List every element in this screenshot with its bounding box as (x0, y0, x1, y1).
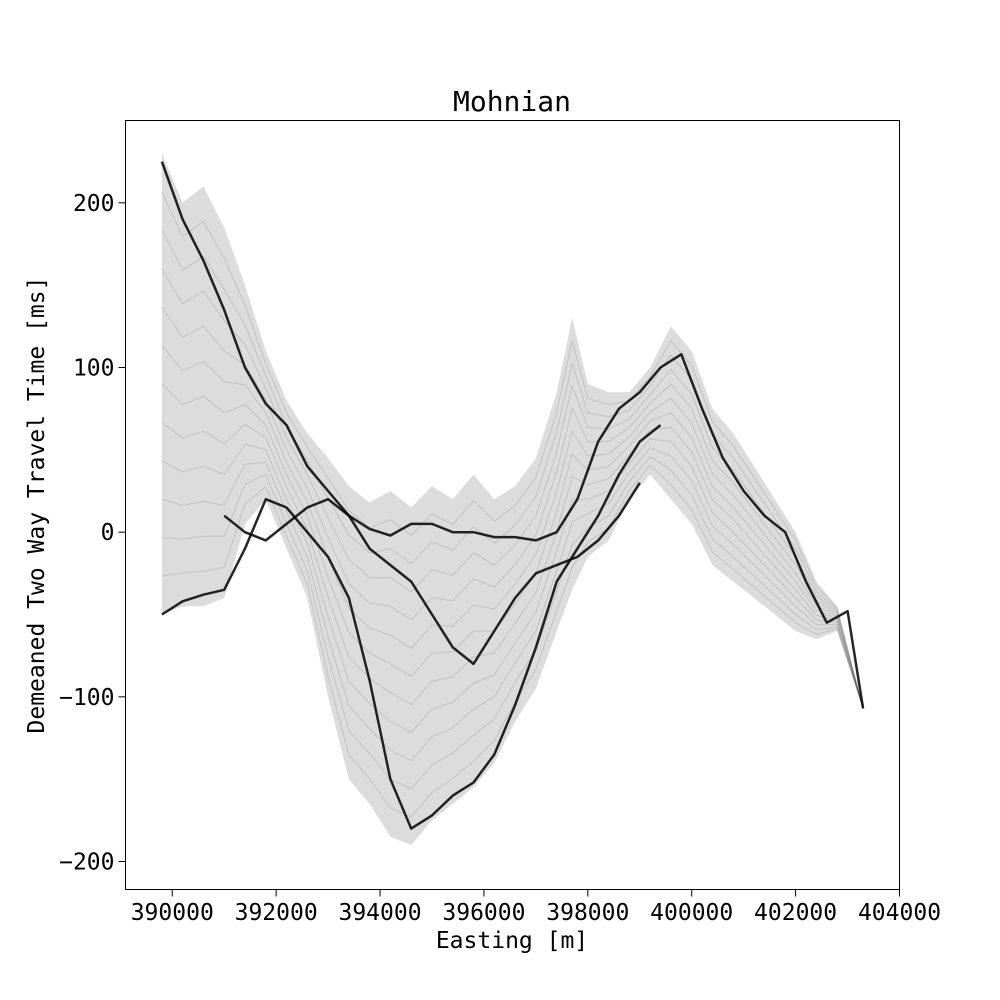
y-axis: 200 100 0 −100 −200 (59, 191, 126, 876)
x-tick-label: 400000 (650, 900, 733, 926)
y-tick-label: 200 (73, 191, 115, 217)
faint-trace (161, 268, 864, 709)
y-tick-label: −100 (59, 685, 114, 711)
x-axis: 390000 392000 394000 396000 398000 400000 4020… (131, 889, 941, 926)
y-tick-label: 0 (101, 520, 115, 546)
faint-trace (161, 345, 864, 709)
faint-trace (161, 456, 864, 790)
faint-trace (161, 230, 864, 709)
x-tick-label: 394000 (338, 900, 421, 926)
y-tick-label: 100 (73, 356, 115, 382)
chart-title: Mohnian (453, 85, 571, 118)
y-tick-label: −200 (59, 850, 114, 876)
faint-trace (161, 447, 864, 762)
faint-trace (161, 191, 864, 709)
series-line-3 (223, 482, 641, 666)
faint-trace (161, 383, 864, 709)
series-line-2 (161, 424, 662, 830)
x-tick-label: 398000 (546, 900, 629, 926)
trace-envelope (161, 153, 864, 845)
plot-frame (125, 120, 900, 890)
y-axis-label: Demeaned Two Way Travel Time [ms] (24, 277, 50, 734)
x-tick-label: 392000 (235, 900, 318, 926)
series-line-1 (160, 161, 865, 709)
x-tick-label: 402000 (754, 900, 837, 926)
x-tick-label: 404000 (858, 900, 941, 926)
x-axis-label: Easting [m] (436, 928, 588, 954)
plot-area (160, 153, 865, 845)
faint-trace (161, 306, 864, 709)
x-tick-label: 390000 (131, 900, 214, 926)
faint-trace (161, 422, 864, 709)
faint-trace (161, 438, 864, 734)
x-tick-label: 396000 (442, 900, 525, 926)
